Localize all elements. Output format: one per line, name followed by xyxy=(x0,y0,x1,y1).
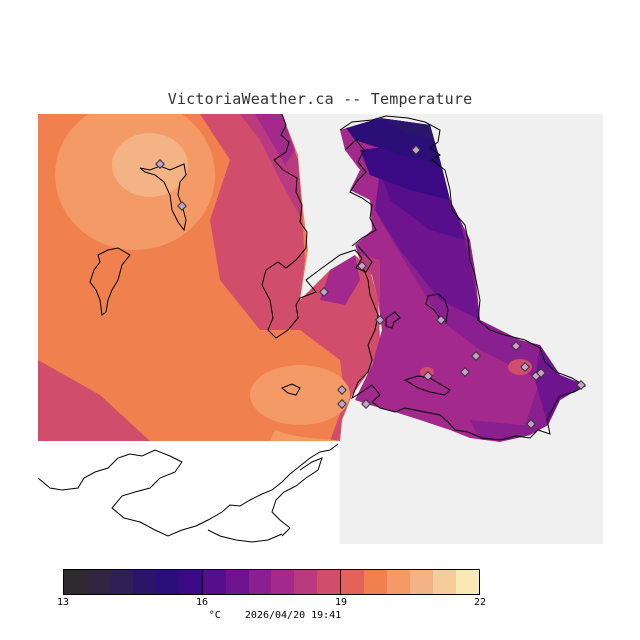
station-marker xyxy=(375,315,385,325)
unit-label: °C xyxy=(208,610,221,621)
scale-swatch xyxy=(64,570,87,594)
station-marker xyxy=(319,287,329,297)
scale-caption: °C 2026/04/20 19:41 xyxy=(0,610,550,621)
scale-swatch xyxy=(225,570,249,594)
station-marker xyxy=(460,367,470,377)
scale-swatch xyxy=(178,570,203,594)
scale-swatch xyxy=(317,570,342,594)
map-title: VictoriaWeather.ca -- Temperature xyxy=(167,90,473,108)
coastline xyxy=(37,113,586,543)
scale-swatch xyxy=(294,570,318,594)
station-marker xyxy=(337,399,347,409)
scale-swatch xyxy=(202,570,226,594)
station-marker xyxy=(423,371,433,381)
scale-swatch xyxy=(86,570,110,594)
scale-swatch xyxy=(109,570,133,594)
scale-swatch xyxy=(387,570,411,594)
station-marker xyxy=(357,261,367,271)
scale-swatch xyxy=(271,570,295,594)
scale-swatch xyxy=(410,570,433,594)
scale-swatch xyxy=(364,570,388,594)
scale-swatch xyxy=(341,570,365,594)
station-marker xyxy=(520,362,530,372)
scale-swatch xyxy=(248,570,272,594)
scale-tick-label: 16 xyxy=(195,597,209,608)
station-marker xyxy=(411,145,421,155)
scale-swatch xyxy=(433,570,456,594)
station-marker xyxy=(526,419,536,429)
station-marker xyxy=(177,201,187,211)
station-marker xyxy=(436,315,446,325)
station-marker xyxy=(471,351,481,361)
station-marker xyxy=(361,399,371,409)
timestamp: 2026/04/20 19:41 xyxy=(244,610,342,621)
station-marker xyxy=(511,341,521,351)
station-markers xyxy=(155,145,586,429)
scale-swatch xyxy=(132,570,156,594)
scale-tick-label: 13 xyxy=(56,597,70,608)
color-scale-bar xyxy=(63,569,480,595)
station-marker xyxy=(337,385,347,395)
scale-swatch xyxy=(155,570,179,594)
station-marker xyxy=(155,159,165,169)
scale-tick-label: 22 xyxy=(473,597,487,608)
scale-swatch xyxy=(455,570,479,594)
scale-tick-label: 19 xyxy=(334,597,348,608)
station-marker xyxy=(576,380,586,390)
station-marker xyxy=(536,368,546,378)
